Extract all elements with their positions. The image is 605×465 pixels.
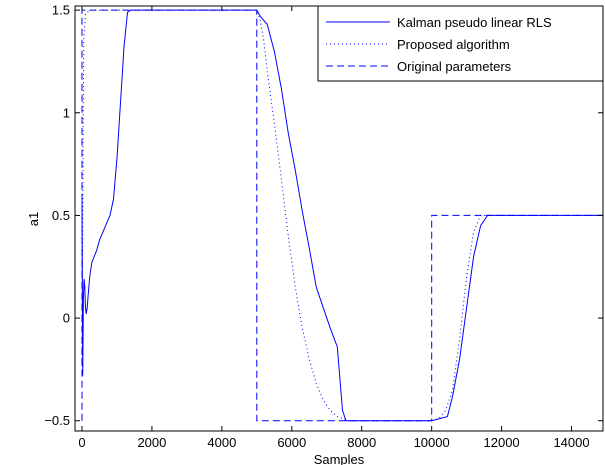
x-tick-label: 12000 — [484, 435, 520, 450]
x-tick-label: 0 — [78, 435, 85, 450]
y-tick-label: 0.5 — [52, 208, 70, 223]
x-tick-label: 2000 — [137, 435, 166, 450]
y-tick-label: 1 — [63, 105, 70, 120]
y-tick-label: 1.5 — [52, 3, 70, 18]
legend-items: Kalman pseudo linear RLS Proposed algorit… — [326, 15, 552, 74]
x-tick-label: 6000 — [277, 435, 306, 450]
x-tick-label: 8000 — [347, 435, 376, 450]
y-tick-label: 0 — [63, 311, 70, 326]
legend-label-3: Original parameters — [397, 59, 512, 74]
legend-label-2: Proposed algorithm — [397, 37, 510, 52]
x-tick-label: 14000 — [553, 435, 589, 450]
legend-label-1: Kalman pseudo linear RLS — [397, 15, 552, 30]
series-line-2 — [81, 9, 603, 422]
y-axis-label: a1 — [26, 212, 41, 226]
x-tick-label: 10000 — [414, 435, 450, 450]
x-tick-label: 4000 — [207, 435, 236, 450]
x-axis-label: Samples — [314, 452, 365, 465]
legend-box — [317, 5, 604, 82]
y-tick-label: −0.5 — [44, 413, 70, 428]
legend: Kalman pseudo linear RLS Proposed algorit… — [317, 5, 604, 82]
y-axis-ticks: −0.5 0 0.5 1 1.5 — [44, 3, 603, 428]
x-axis-ticks: 0 2000 4000 6000 8000 10000 12000 14000 — [78, 6, 590, 450]
series-line-1 — [81, 9, 603, 422]
